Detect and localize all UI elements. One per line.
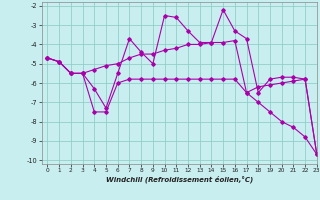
X-axis label: Windchill (Refroidissement éolien,°C): Windchill (Refroidissement éolien,°C) [106, 176, 253, 183]
